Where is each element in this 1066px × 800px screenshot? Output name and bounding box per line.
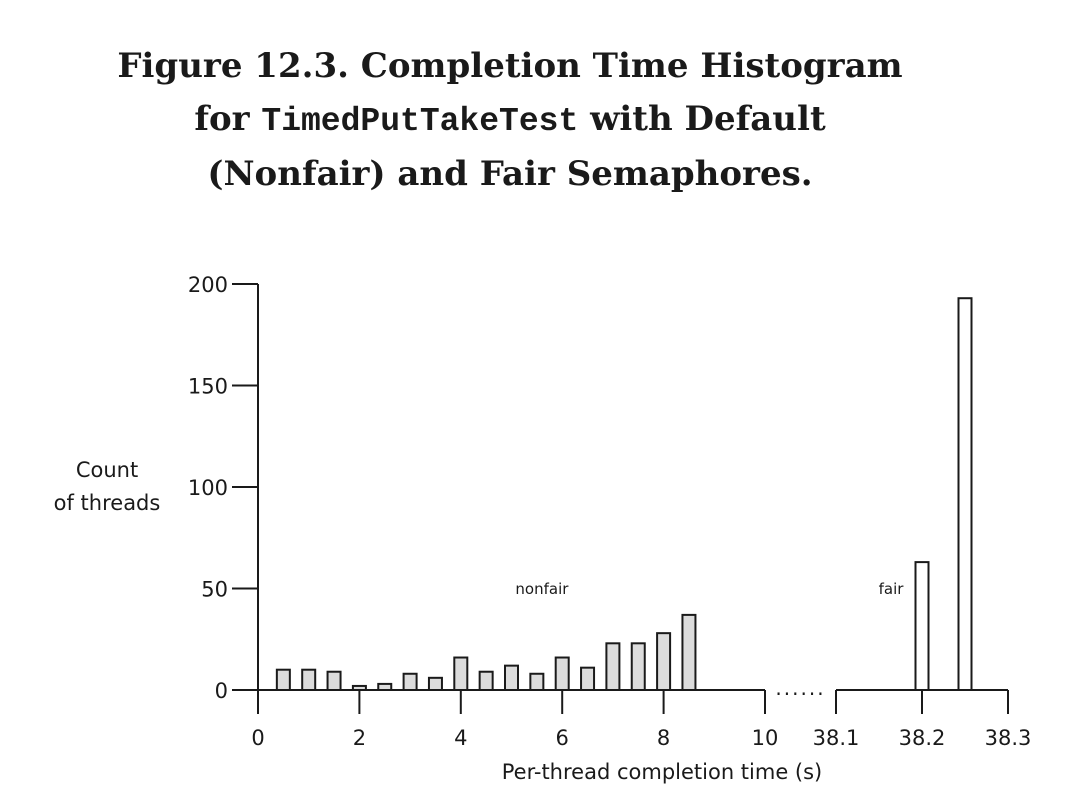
x-tick-label: 2 — [353, 726, 366, 750]
histogram-bar-fair — [957, 297, 973, 691]
x-tick-label: 10 — [752, 726, 779, 750]
y-tick-label: 100 — [188, 476, 228, 500]
histogram-bar-nonfair — [453, 656, 469, 692]
series-label-nonfair: nonfair — [515, 580, 569, 598]
x-tick-label: 38.3 — [985, 726, 1032, 750]
x-tick-label: 0 — [251, 726, 264, 750]
histogram-bar-nonfair — [377, 682, 393, 691]
histogram-bar-nonfair — [554, 656, 570, 692]
histogram-bar-nonfair — [301, 668, 317, 692]
y-tick-label: 0 — [215, 679, 228, 703]
histogram-bar-nonfair — [681, 613, 697, 692]
histogram-bar-nonfair — [656, 632, 672, 691]
histogram-bar-fair — [914, 561, 930, 691]
title-line-2-post: with Default — [578, 99, 826, 139]
histogram-bar-nonfair — [580, 666, 596, 691]
histogram-bar-nonfair — [529, 672, 545, 692]
histogram-bar-nonfair — [402, 672, 418, 692]
histogram-bar-nonfair — [630, 642, 646, 691]
series-label-fair: fair — [879, 580, 905, 598]
y-tick-label: 200 — [188, 273, 228, 297]
histogram-bar-nonfair — [478, 670, 494, 691]
histogram-bar-nonfair — [605, 642, 621, 691]
x-tick-label: 38.2 — [899, 726, 946, 750]
axis-break: ...... — [775, 676, 825, 700]
x-tick-label: 6 — [556, 726, 569, 750]
x-tick-label: 38.1 — [813, 726, 860, 750]
title-line-3: (Nonfair) and Fair Semaphores. — [207, 154, 813, 194]
x-tick-label: 8 — [657, 726, 670, 750]
y-tick-label: 150 — [188, 375, 228, 399]
histogram-bar-nonfair — [326, 670, 342, 691]
histogram-bar-nonfair — [275, 668, 291, 692]
histogram-bar-nonfair — [427, 676, 443, 692]
y-axis-label: of threads — [54, 491, 161, 515]
figure-title: Figure 12.3. Completion Time Histogram f… — [0, 40, 1020, 201]
title-line-1: Figure 12.3. Completion Time Histogram — [117, 46, 903, 86]
title-line-2: for TimedPutTakeTest with Default — [0, 93, 1020, 148]
y-tick-label: 50 — [201, 578, 228, 602]
y-axis-label: Count — [76, 458, 138, 482]
title-line-2-code: TimedPutTakeTest — [261, 103, 579, 140]
histogram-bar-nonfair — [351, 684, 367, 692]
histogram-bar-nonfair — [504, 664, 519, 692]
x-axis-label: Per-thread completion time (s) — [502, 760, 823, 784]
x-tick-label: 4 — [454, 726, 467, 750]
title-line-2-pre: for — [194, 99, 262, 139]
